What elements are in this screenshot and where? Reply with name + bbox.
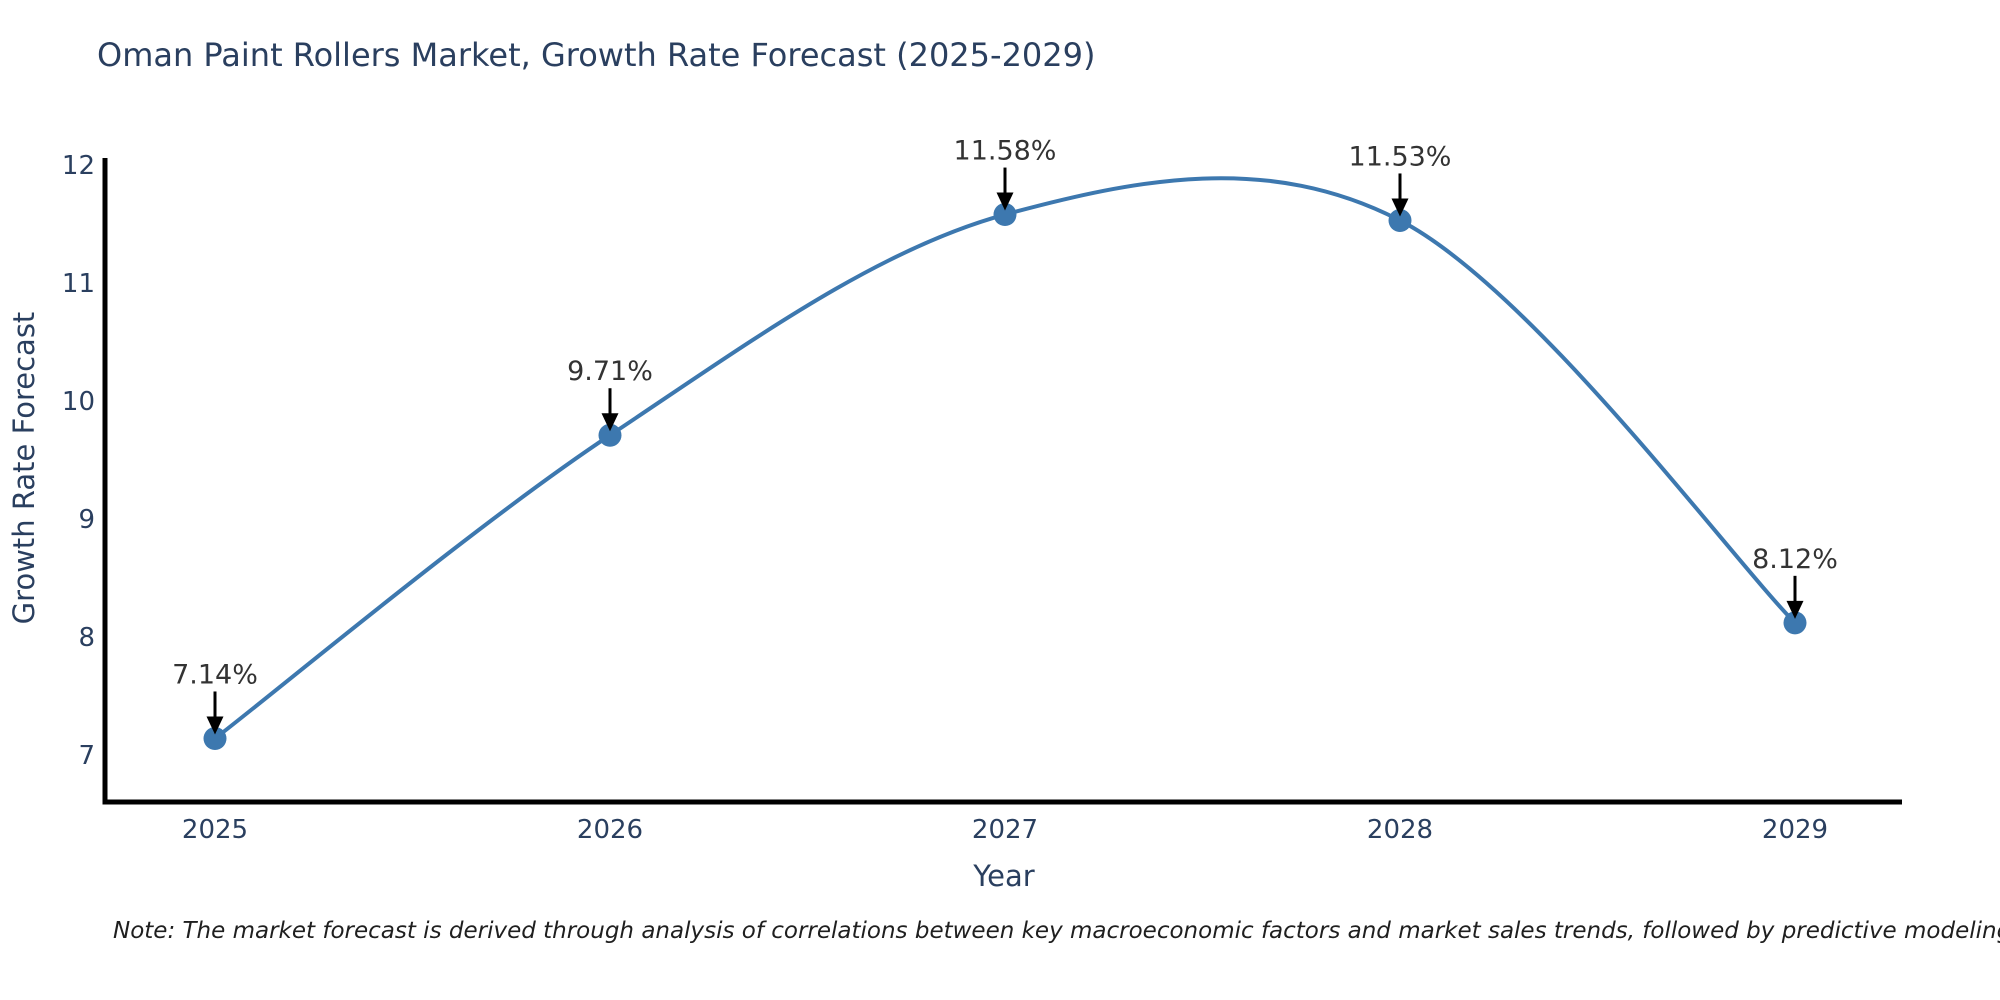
x-tick-label: 2028 xyxy=(1367,815,1433,845)
annotation-arrowhead xyxy=(1786,600,1804,619)
annotation-label: 11.53% xyxy=(1349,141,1452,172)
x-axis-title: Year xyxy=(972,859,1034,893)
y-axis-title: Growth Rate Forecast xyxy=(7,312,41,625)
y-tick-label: 11 xyxy=(62,269,95,299)
y-tick-label: 8 xyxy=(78,623,95,653)
data-point-marker xyxy=(203,726,227,750)
line-series xyxy=(213,176,1797,741)
x-tick-label: 2026 xyxy=(577,815,643,845)
annotation-label: 11.58% xyxy=(954,136,1057,167)
y-tick-label: 12 xyxy=(62,151,95,181)
x-tick-label: 2025 xyxy=(182,815,248,845)
annotation-arrowhead xyxy=(1391,198,1409,217)
annotation-arrowhead xyxy=(996,192,1014,211)
annotation-arrowhead xyxy=(601,413,619,432)
x-tick-label: 2029 xyxy=(1762,815,1828,845)
y-tick-label: 9 xyxy=(78,505,95,535)
y-tick-label: 10 xyxy=(62,387,95,417)
annotation-label: 7.14% xyxy=(172,659,258,690)
footnote: Note: The market forecast is derived thr… xyxy=(113,918,2000,944)
annotation-label: 9.71% xyxy=(567,356,653,387)
data-point-marker xyxy=(1388,208,1412,232)
data-point-marker xyxy=(1783,611,1807,635)
y-tick-label: 7 xyxy=(78,741,95,771)
data-point-annotations: 7.14% 9.71% 11.58% 11.53% 8.12% xyxy=(172,136,1838,735)
trend-line xyxy=(213,176,1797,741)
data-point-markers xyxy=(203,203,1807,750)
annotation-label: 8.12% xyxy=(1752,544,1838,575)
data-point-marker xyxy=(598,423,622,447)
annotation-arrowhead xyxy=(206,716,224,735)
chart-title: Oman Paint Rollers Market, Growth Rate F… xyxy=(97,36,1096,74)
x-axis-ticks: 2025 2026 2027 2028 2029 xyxy=(182,815,1828,845)
y-axis-ticks: 7 8 9 10 11 12 xyxy=(62,151,95,771)
x-tick-label: 2027 xyxy=(972,815,1038,845)
data-point-marker xyxy=(993,203,1017,227)
